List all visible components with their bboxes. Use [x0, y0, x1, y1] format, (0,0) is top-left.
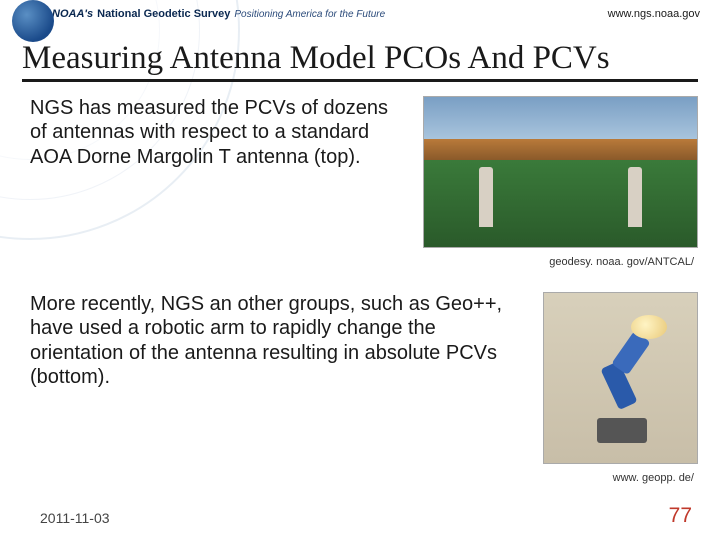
paragraph-1: NGS has measured the PCVs of dozens of a… [30, 96, 392, 169]
caption-geopp-url: www. geopp. de/ [613, 472, 694, 484]
brand-tagline: Positioning America for the Future [234, 9, 385, 20]
paragraph-2: More recently, NGS an other groups, such… [30, 292, 505, 390]
slide-title: Measuring Antenna Model PCOs And PCVs [22, 40, 698, 82]
robot-illustration [579, 333, 664, 443]
header: NOAA's National Geodetic Survey Position… [52, 4, 700, 24]
brand-noaa: NOAA's [52, 8, 93, 20]
noaa-logo [12, 0, 54, 42]
footer-page-number: 77 [669, 504, 692, 528]
footer-date: 2011-11-03 [40, 510, 110, 526]
header-url: www.ngs.noaa.gov [608, 8, 700, 20]
caption-antcal-url: geodesy. noaa. gov/ANTCAL/ [549, 256, 694, 268]
brand-ngs: National Geodetic Survey [97, 8, 230, 20]
robotic-arm-photo [543, 292, 698, 464]
header-brand: NOAA's National Geodetic Survey Position… [52, 8, 385, 20]
antenna-field-photo [423, 96, 698, 248]
